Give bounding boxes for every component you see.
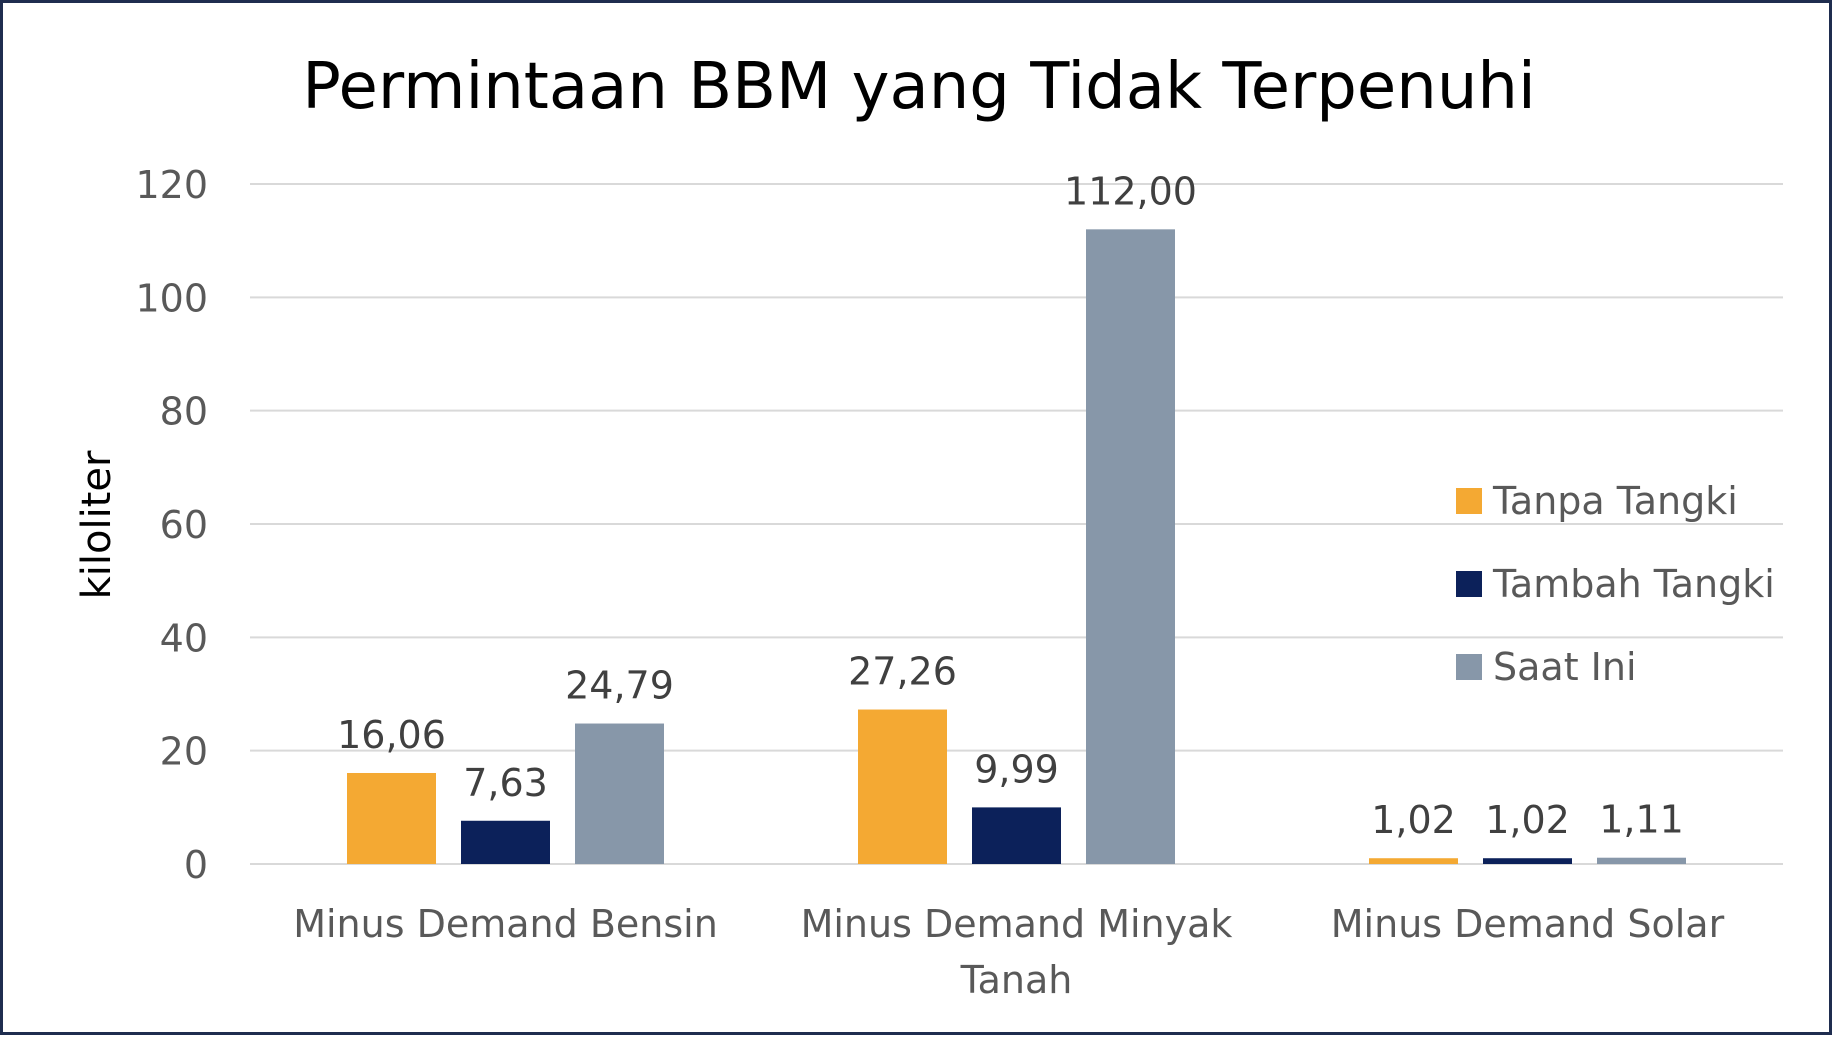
bars [347, 229, 1686, 865]
bar [1597, 857, 1686, 864]
chart-title: Permintaan BBM yang Tidak Terpenuhi [302, 50, 1536, 124]
y-tick-label: 100 [135, 276, 208, 320]
data-label: 7,63 [463, 761, 548, 805]
y-tick-label: 120 [135, 163, 208, 207]
bar [858, 709, 947, 864]
bar [1483, 858, 1572, 864]
data-label: 112,00 [1064, 169, 1197, 213]
bar [1369, 858, 1458, 864]
data-label: 1,11 [1599, 798, 1684, 842]
legend-label: Tambah Tangki [1492, 562, 1775, 606]
bar [347, 772, 436, 864]
bar-chart: Permintaan BBM yang Tidak Terpenuhi kilo… [74, 50, 1783, 1002]
legend: Tanpa Tangki Tambah Tangki Saat Ini [1456, 479, 1775, 689]
bar [972, 807, 1061, 864]
data-label: 9,99 [974, 747, 1059, 791]
gridlines [250, 183, 1783, 865]
y-tick-label: 60 [160, 503, 208, 547]
y-axis-label: kiloliter [74, 450, 120, 599]
category-labels: Minus Demand Bensin Minus Demand Minyak Ta… [293, 902, 1724, 1002]
category-label: Minus Demand Minyak [801, 902, 1233, 946]
bar [1086, 229, 1175, 865]
bar [461, 820, 550, 864]
y-tick-label: 0 [184, 843, 208, 887]
data-label: 24,79 [565, 664, 674, 708]
y-tick-labels: 0 20 40 60 80 100 120 [135, 163, 208, 887]
legend-swatch [1456, 571, 1482, 597]
bar [575, 723, 664, 864]
legend-swatch [1456, 488, 1482, 514]
category-label: Minus Demand Bensin [293, 902, 718, 946]
legend-label: Saat Ini [1493, 645, 1637, 689]
category-label: Minus Demand Solar [1331, 902, 1725, 946]
data-labels: 16,06 7,63 24,79 27,26 9,99 112,00 1,02 1,02 1,1… [337, 169, 1684, 842]
data-label: 1,02 [1371, 798, 1456, 842]
y-tick-label: 20 [160, 730, 208, 774]
data-label: 1,02 [1485, 798, 1570, 842]
category-label: Tanah [960, 958, 1073, 1002]
legend-label: Tanpa Tangki [1492, 479, 1738, 523]
data-label: 16,06 [337, 713, 446, 757]
data-label: 27,26 [848, 650, 957, 694]
y-tick-label: 40 [160, 616, 208, 660]
legend-swatch [1456, 654, 1482, 680]
y-tick-label: 80 [160, 390, 208, 434]
